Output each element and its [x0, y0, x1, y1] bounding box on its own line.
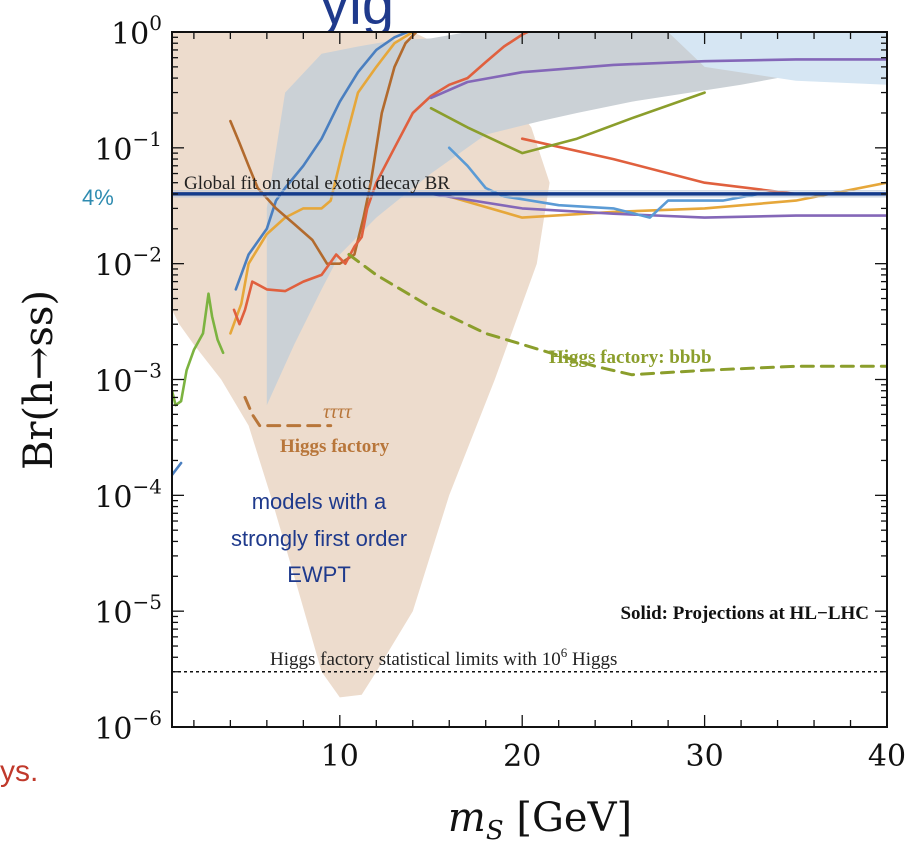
x-axis-label-main: m [448, 795, 486, 841]
series-line-1 [172, 461, 183, 477]
x-tick-label: 20 [503, 739, 541, 774]
y-tick-base: 10 [111, 17, 149, 52]
y-tick-exponent: 0 [149, 11, 162, 35]
title-fragment: yig [320, 0, 394, 37]
model-label-line1: models with a [252, 489, 387, 514]
y-tick-exponent: −6 [133, 706, 162, 730]
series-line-7 [429, 58, 887, 100]
series-line-0 [234, 32, 409, 291]
y-tick-base: 10 [94, 596, 132, 631]
y-tick-base: 10 [94, 249, 132, 284]
model-label-line3: EWPT [287, 562, 351, 587]
x-axis-label: mS [GeV] [448, 795, 632, 846]
x-tick-labels: 10 20 30 40 [321, 739, 906, 774]
regions-layer [172, 32, 887, 698]
stat-limit-label: Higgs factory statistical limits with 10… [270, 645, 617, 670]
stat-limit-suffix: Higgs [567, 649, 617, 670]
y-tick-label: 100 [111, 11, 162, 52]
series-line-12 [347, 253, 887, 377]
y-tick-exponent: −4 [133, 474, 162, 498]
tautau-label: ττττ [323, 401, 352, 423]
series-line-5 [232, 32, 530, 326]
four-percent-label: 4% [82, 185, 114, 210]
series-line-4 [229, 32, 418, 266]
y-tick-label: 10−6 [94, 706, 162, 747]
series-line-11 [172, 292, 225, 407]
model-label-line2: strongly first order [231, 526, 407, 551]
ticks-layer [172, 31, 888, 728]
y-tick-label: 10−3 [94, 359, 162, 400]
y-tick-base: 10 [94, 480, 132, 515]
series-line-8 [429, 192, 887, 219]
x-tick-label: 40 [868, 739, 906, 774]
series-line-6 [520, 137, 887, 196]
y-axis-label: Br(h→ss) [16, 290, 62, 470]
y-tick-base: 10 [94, 365, 132, 400]
x-tick-label: 30 [686, 739, 724, 774]
stat-limit-exp: 6 [561, 645, 568, 660]
series-line-2 [229, 32, 415, 335]
stat-limit-prefix: Higgs factory statistical limits with 10 [270, 649, 561, 670]
series-line-13 [243, 395, 333, 428]
higgs-factory-label: Higgs factory [280, 436, 390, 457]
reference-lines-layer [172, 190, 887, 673]
x-axis-label-sub: S [486, 816, 504, 846]
bbbb-label: Higgs factory: bbbb [549, 347, 712, 368]
y-tick-exponent: −5 [133, 590, 162, 614]
y-tick-base: 10 [94, 712, 132, 747]
global-fit-label: Global fit on total exotic decay BR [184, 173, 450, 194]
y-tick-label: 10−4 [94, 474, 162, 515]
y-tick-label: 10−2 [94, 243, 162, 284]
series-line-10 [429, 91, 706, 155]
left-fragment: ys. [0, 755, 38, 788]
y-tick-label: 10−1 [94, 127, 162, 168]
region-1 [266, 32, 887, 406]
x-axis-label-unit: [GeV] [504, 795, 632, 841]
y-tick-base: 10 [94, 133, 132, 168]
solid-note: Solid: Projections at HL−LHC [620, 603, 869, 624]
y-tick-exponent: −1 [133, 127, 162, 151]
series-line-9 [447, 146, 887, 219]
y-tick-label: 10−5 [94, 590, 162, 631]
x-tick-label: 10 [321, 739, 359, 774]
region-2 [668, 32, 887, 85]
y-tick-exponent: −2 [133, 243, 162, 267]
y-tick-exponent: −3 [133, 359, 162, 383]
